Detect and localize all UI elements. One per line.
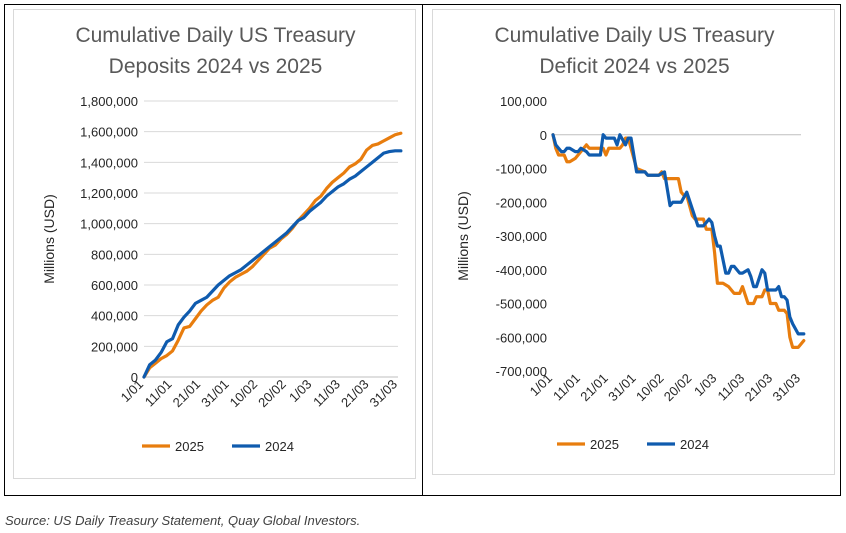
deficit-series-2025-line: [551, 133, 806, 349]
deposits-xtick-label: 1/03: [286, 377, 315, 406]
deposits-ytick-label: 1,000,000: [80, 217, 138, 232]
deficit-xtick-label: 20/02: [661, 371, 695, 405]
deficit-title-line: Cumulative Daily US Treasury: [494, 24, 775, 47]
source-note: Source: US Daily Treasury Statement, Qua…: [5, 513, 361, 528]
deficit-ytick-label: -400,000: [496, 263, 547, 278]
deficit-ytick-label: -500,000: [496, 297, 547, 312]
deficit-xtick-label: 21/03: [742, 371, 776, 405]
deposits-chart-panel: Cumulative Daily US Treasury Deposits 202…: [13, 9, 416, 479]
deposits-ytick-label: 1,200,000: [80, 186, 138, 201]
deposits-xtick-label: 1/01: [118, 377, 147, 406]
deposits-xtick-label: 21/03: [338, 377, 372, 411]
deposits-xtick-label: 21/01: [170, 377, 204, 411]
deposits-xtick-label: 31/03: [367, 377, 401, 411]
deficit-ytick-label: -300,000: [496, 229, 547, 244]
deficit-ytick-label: -100,000: [496, 162, 547, 177]
deficit-xtick-label: 21/01: [577, 371, 611, 405]
deposits-series-2024-line: [142, 149, 403, 379]
deposits-title-line: Deposits 2024 vs 2025: [109, 55, 323, 78]
deposits-xtick-label: 11/03: [310, 377, 343, 410]
legend-label-2024: 2024: [680, 437, 709, 452]
deficit-xtick-label: 11/03: [714, 371, 747, 404]
deficit-xtick-label: 11/01: [550, 371, 583, 404]
deposits-xtick-label: 11/01: [142, 377, 175, 410]
deficit-ytick-label: -200,000: [496, 195, 547, 210]
figure-divider: [422, 4, 423, 496]
deposits-ytick-label: 0: [131, 370, 138, 385]
deposits-ytick-label: 1,400,000: [80, 155, 138, 170]
deficit-ytick-label: 0: [540, 128, 547, 143]
deposits-ytick-label: 200,000: [91, 339, 138, 354]
deposits-ytick-label: 800,000: [91, 247, 138, 262]
deposits-xtick-label: 20/02: [255, 377, 289, 411]
deficit-ytick-label: -600,000: [496, 330, 547, 345]
deposits-xtick-label: 31/01: [198, 377, 232, 411]
deposits-ytick-label: 400,000: [91, 309, 138, 324]
deposits-title-line: Cumulative Daily US Treasury: [75, 24, 356, 47]
deficit-xtick-label: 10/02: [633, 371, 667, 405]
deficit-chart-panel: Cumulative Daily US Treasury Deficit 2024…: [432, 9, 835, 475]
deficit-xtick-label: 31/03: [770, 371, 804, 405]
deficit-chart: Cumulative Daily US Treasury Deficit 2024…: [455, 24, 806, 452]
legend-label-2025: 2025: [590, 437, 619, 452]
deficit-series-2024-line: [551, 133, 806, 336]
deficit-ytick-label: 100,000: [500, 94, 547, 109]
deficit-title-line: Deficit 2024 vs 2025: [539, 55, 729, 78]
deposits-ytick-label: 600,000: [91, 278, 138, 293]
deficit-y-axis-label: Millions (USD): [455, 191, 471, 280]
deposits-chart: Cumulative Daily US Treasury Deposits 202…: [41, 24, 403, 454]
deposits-ytick-label: 1,600,000: [80, 125, 138, 140]
legend-label-2025: 2025: [175, 439, 204, 454]
deposits-y-axis-label: Millions (USD): [41, 194, 57, 283]
legend-label-2024: 2024: [265, 439, 294, 454]
deposits-ytick-label: 1,800,000: [80, 94, 138, 109]
deposits-series-2025-line: [142, 131, 403, 379]
deficit-ytick-label: -700,000: [496, 364, 547, 379]
deposits-xtick-label: 10/02: [227, 377, 261, 411]
deficit-xtick-label: 31/01: [605, 371, 639, 405]
